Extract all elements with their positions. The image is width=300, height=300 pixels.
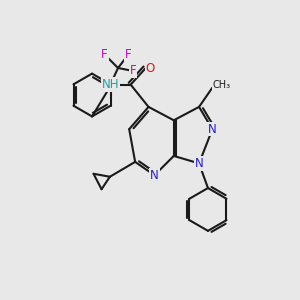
- Text: F: F: [101, 48, 108, 61]
- Text: F: F: [130, 64, 136, 77]
- Text: N: N: [195, 157, 203, 170]
- Text: NH: NH: [102, 78, 119, 91]
- Text: N: N: [150, 169, 159, 182]
- Text: O: O: [146, 62, 154, 75]
- Text: F: F: [125, 48, 132, 61]
- Text: N: N: [208, 123, 217, 136]
- Text: CH₃: CH₃: [212, 80, 230, 90]
